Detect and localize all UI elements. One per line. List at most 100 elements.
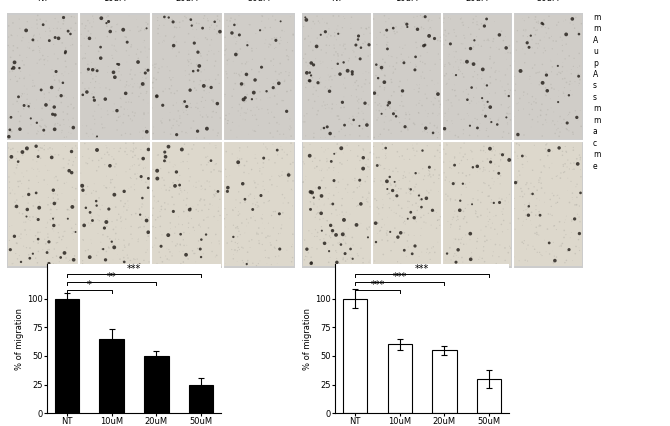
Point [182, 158, 192, 165]
Point [137, 216, 147, 222]
Point [478, 98, 488, 105]
Point [92, 262, 103, 269]
Point [364, 69, 375, 76]
Bar [514, 142, 582, 267]
Point [243, 193, 254, 199]
Point [440, 37, 451, 43]
Point [299, 36, 310, 43]
Point [155, 228, 165, 235]
Point [184, 71, 195, 78]
Point [96, 246, 107, 253]
Point [505, 245, 516, 251]
Point [238, 259, 249, 266]
Point [397, 175, 408, 182]
Point [391, 193, 402, 199]
Point [332, 249, 342, 256]
Point [265, 233, 275, 239]
Point [332, 141, 342, 147]
Point [77, 185, 88, 192]
Point [239, 109, 250, 116]
Point [54, 234, 64, 241]
Point [338, 216, 349, 223]
Point [209, 193, 220, 199]
Point [174, 112, 185, 119]
Point [326, 32, 336, 39]
Point [165, 89, 176, 96]
Point [92, 67, 103, 74]
Point [423, 32, 434, 39]
Point [411, 63, 421, 70]
Point [44, 243, 54, 250]
Point [118, 26, 129, 33]
Point [255, 96, 266, 103]
Point [129, 256, 139, 262]
Point [551, 38, 561, 45]
Point [466, 256, 476, 263]
Point [243, 259, 253, 265]
Point [375, 83, 385, 90]
Point [155, 213, 165, 220]
Point [425, 24, 436, 31]
Point [534, 78, 545, 85]
Point [61, 255, 72, 262]
Point [514, 141, 525, 148]
Point [203, 17, 214, 24]
Point [113, 61, 124, 68]
Point [60, 46, 71, 53]
Point [427, 17, 438, 24]
Point [227, 150, 238, 157]
Point [547, 118, 558, 124]
Point [440, 61, 450, 68]
Point [350, 32, 360, 39]
Point [565, 160, 576, 167]
Point [480, 111, 490, 118]
Point [364, 257, 375, 264]
Point [439, 15, 450, 22]
Point [230, 34, 241, 41]
Point [461, 173, 472, 179]
Point [170, 162, 181, 169]
Point [120, 83, 131, 90]
Point [531, 224, 541, 231]
Point [466, 60, 476, 66]
Point [200, 186, 210, 193]
Point [484, 55, 495, 62]
Point [529, 49, 540, 56]
Point [130, 171, 141, 178]
Point [403, 198, 413, 204]
Point [287, 187, 297, 194]
Point [204, 26, 215, 33]
Point [373, 75, 383, 81]
Point [466, 253, 477, 260]
Point [574, 152, 585, 158]
Point [101, 248, 112, 255]
Point [34, 69, 44, 76]
Point [8, 64, 19, 71]
Point [381, 98, 391, 105]
Point [60, 58, 71, 65]
Point [157, 262, 168, 269]
Point [212, 30, 222, 37]
Point [165, 262, 176, 268]
Point [277, 222, 287, 228]
Point [446, 99, 456, 106]
Point [422, 113, 433, 120]
Point [175, 241, 186, 248]
Point [551, 127, 562, 133]
Point [322, 124, 332, 130]
Point [228, 255, 239, 262]
Point [415, 232, 426, 239]
Point [343, 58, 354, 64]
Point [369, 242, 380, 249]
Point [565, 78, 576, 85]
Point [111, 68, 121, 75]
Point [529, 246, 540, 253]
Point [137, 195, 147, 201]
Point [224, 110, 234, 117]
Point [320, 184, 331, 191]
Point [96, 14, 107, 21]
Point [109, 74, 120, 81]
Point [315, 191, 326, 198]
Point [269, 114, 280, 121]
Point [140, 44, 151, 51]
